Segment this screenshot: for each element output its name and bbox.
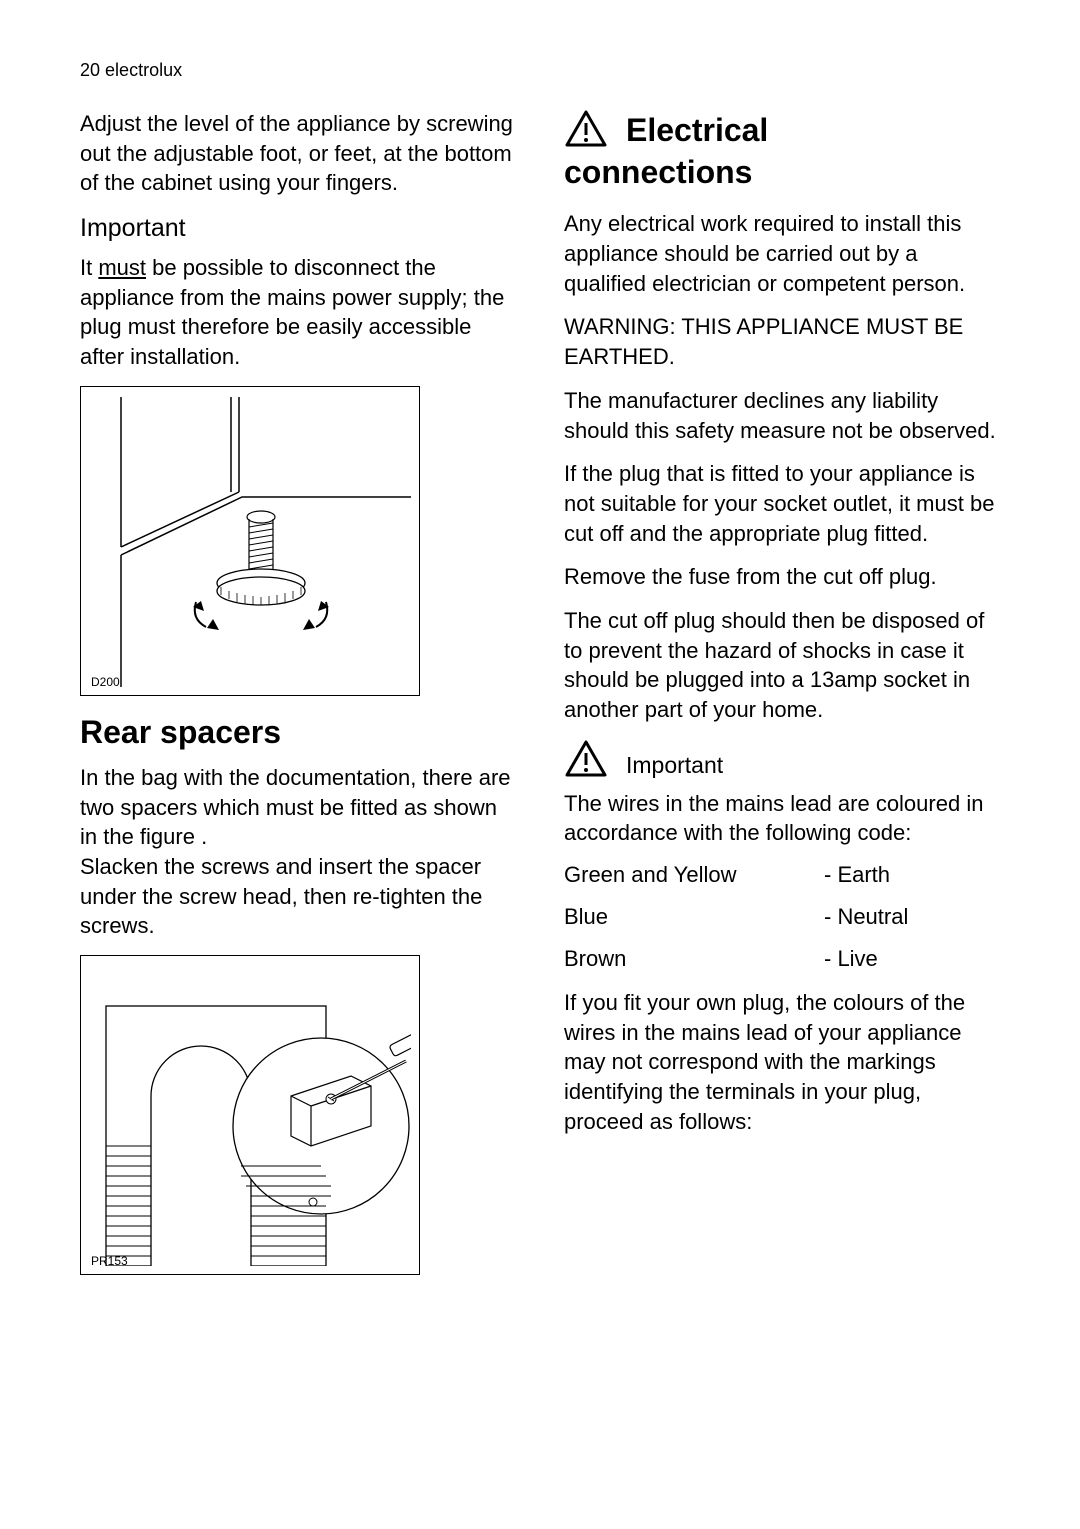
- wire-color: Blue: [564, 904, 824, 930]
- warning-caps: WARNING: THIS APPLIANCE MUST BE EARTHED.: [564, 312, 1000, 371]
- wire-row: Brown - Live: [564, 946, 1000, 972]
- brand-name: electrolux: [105, 60, 182, 80]
- important-row: Important: [564, 739, 1000, 779]
- wire-color: Brown: [564, 946, 824, 972]
- wire-color: Green and Yellow: [564, 862, 824, 888]
- liability-text: The manufacturer declines any liability …: [564, 386, 1000, 445]
- page-header: 20 electrolux: [80, 60, 1000, 81]
- warning-icon: [564, 739, 608, 779]
- adjust-level-text: Adjust the level of the appliance by scr…: [80, 109, 516, 198]
- warning-icon: [564, 109, 608, 149]
- wire-desc: - Live: [824, 946, 1000, 972]
- figure-adjustable-foot: D200: [80, 386, 420, 696]
- wire-color-table: Green and Yellow - Earth Blue - Neutral …: [564, 862, 1000, 972]
- electrical-p5: If you fit your own plug, the colours of…: [564, 988, 1000, 1136]
- figure1-label: D200: [91, 675, 120, 689]
- important-text: It must be possible to disconnect the ap…: [80, 253, 516, 372]
- electrical-p2: If the plug that is fitted to your appli…: [564, 459, 1000, 548]
- wires-intro: The wires in the mains lead are coloured…: [564, 789, 1000, 848]
- right-column: Electrical connections Any electrical wo…: [564, 109, 1000, 1289]
- electrical-heading-line1: Electrical: [626, 112, 768, 148]
- wire-desc: - Earth: [824, 862, 1000, 888]
- figure-rear-spacer: PR153: [80, 955, 420, 1275]
- left-column: Adjust the level of the appliance by scr…: [80, 109, 516, 1289]
- rear-spacers-text: Slacken the screws and insert the spacer…: [80, 854, 482, 938]
- electrical-p4: The cut off plug should then be disposed…: [564, 606, 1000, 725]
- rear-spacers-bold: In the bag with the documentation, there…: [80, 765, 511, 849]
- rear-spacers-paragraph: In the bag with the documentation, there…: [80, 763, 516, 941]
- wire-desc: - Neutral: [824, 904, 1000, 930]
- wire-row: Blue - Neutral: [564, 904, 1000, 930]
- important-text-before: It: [80, 255, 98, 280]
- figure2-label: PR153: [91, 1254, 128, 1268]
- important-text-must: must: [98, 255, 146, 280]
- page-number: 20: [80, 60, 100, 80]
- electrical-p3: Remove the fuse from the cut off plug.: [564, 562, 1000, 592]
- rear-spacer-svg: [91, 966, 411, 1266]
- important-heading: Important: [80, 214, 516, 243]
- electrical-heading-line2: connections: [564, 153, 1000, 191]
- wire-row: Green and Yellow - Earth: [564, 862, 1000, 888]
- electrical-heading-row: Electrical: [564, 109, 1000, 149]
- electrical-heading: Electrical: [626, 111, 768, 149]
- adjustable-foot-svg: [91, 397, 411, 687]
- content-columns: Adjust the level of the appliance by scr…: [80, 109, 1000, 1289]
- rear-spacers-heading: Rear spacers: [80, 714, 516, 751]
- important-heading-2: Important: [626, 752, 723, 779]
- electrical-p1: Any electrical work required to install …: [564, 209, 1000, 298]
